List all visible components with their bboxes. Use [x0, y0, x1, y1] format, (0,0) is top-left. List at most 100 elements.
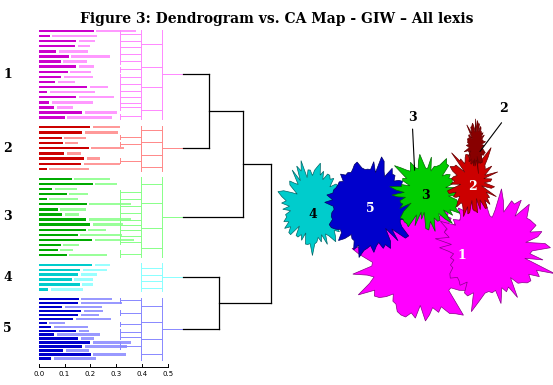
- Text: 2: 2: [499, 102, 508, 115]
- Bar: [49, 198, 78, 200]
- Bar: [39, 337, 78, 340]
- Bar: [63, 244, 80, 246]
- Bar: [39, 349, 63, 352]
- Bar: [39, 278, 71, 281]
- Bar: [59, 50, 88, 52]
- Text: 1: 1: [457, 249, 466, 263]
- Bar: [87, 157, 100, 160]
- Bar: [90, 86, 108, 88]
- Bar: [93, 353, 127, 356]
- Bar: [39, 116, 65, 119]
- Bar: [39, 131, 82, 134]
- Bar: [91, 147, 124, 149]
- Bar: [78, 45, 90, 47]
- Bar: [39, 198, 47, 200]
- Bar: [67, 116, 112, 119]
- Bar: [39, 234, 77, 236]
- Text: 0.0: 0.0: [33, 371, 44, 377]
- Bar: [39, 249, 58, 251]
- Bar: [54, 357, 96, 360]
- Bar: [76, 318, 111, 320]
- Bar: [84, 310, 103, 312]
- Bar: [60, 208, 86, 211]
- Bar: [39, 298, 79, 300]
- Bar: [64, 60, 87, 63]
- Bar: [79, 40, 95, 42]
- Text: 3: 3: [3, 211, 12, 223]
- Bar: [39, 330, 76, 332]
- Bar: [88, 229, 106, 231]
- Bar: [39, 223, 90, 226]
- Bar: [52, 101, 93, 104]
- Bar: [55, 188, 77, 190]
- Bar: [39, 310, 81, 312]
- Bar: [74, 278, 93, 281]
- Bar: [39, 50, 56, 52]
- Bar: [39, 264, 92, 266]
- Bar: [39, 229, 86, 231]
- Bar: [65, 142, 78, 144]
- Bar: [39, 86, 87, 88]
- Bar: [81, 298, 112, 300]
- Bar: [49, 168, 89, 171]
- Text: 0.3: 0.3: [111, 371, 122, 377]
- Text: 4: 4: [3, 271, 12, 284]
- Bar: [82, 283, 93, 286]
- Bar: [39, 70, 67, 73]
- Text: 0.2: 0.2: [85, 371, 96, 377]
- Bar: [39, 254, 66, 256]
- Bar: [39, 218, 86, 221]
- Text: 3: 3: [421, 189, 430, 202]
- Bar: [39, 75, 61, 78]
- Bar: [92, 341, 131, 344]
- Bar: [39, 163, 81, 165]
- Bar: [39, 314, 79, 316]
- Bar: [69, 254, 107, 256]
- Text: 5: 5: [366, 203, 375, 216]
- Polygon shape: [390, 154, 466, 231]
- Bar: [39, 193, 67, 195]
- Bar: [75, 177, 110, 180]
- Bar: [65, 306, 102, 308]
- Bar: [85, 345, 127, 348]
- Bar: [39, 126, 90, 129]
- Bar: [39, 333, 54, 336]
- Bar: [39, 101, 49, 104]
- Bar: [81, 314, 100, 316]
- Bar: [50, 91, 96, 93]
- Bar: [39, 318, 74, 320]
- Bar: [79, 65, 95, 68]
- Bar: [39, 203, 87, 206]
- Bar: [66, 152, 81, 155]
- Bar: [66, 349, 88, 352]
- Bar: [52, 35, 97, 37]
- Bar: [39, 142, 62, 144]
- Bar: [39, 96, 76, 99]
- Bar: [96, 30, 136, 32]
- Text: 2: 2: [3, 142, 12, 155]
- Bar: [93, 223, 123, 226]
- Bar: [95, 239, 134, 241]
- Bar: [39, 213, 62, 216]
- Bar: [39, 188, 53, 190]
- Bar: [39, 288, 49, 291]
- Bar: [39, 326, 51, 328]
- Bar: [64, 137, 86, 139]
- Bar: [39, 283, 80, 286]
- Bar: [39, 168, 46, 171]
- Text: 5: 5: [3, 322, 12, 335]
- Bar: [89, 203, 131, 206]
- Text: 3: 3: [408, 110, 416, 170]
- Bar: [95, 183, 117, 185]
- Text: 0.4: 0.4: [137, 371, 148, 377]
- Bar: [39, 357, 51, 360]
- Bar: [54, 326, 88, 328]
- Bar: [39, 91, 48, 93]
- Polygon shape: [325, 157, 420, 258]
- Bar: [39, 111, 82, 114]
- Bar: [39, 30, 94, 32]
- Bar: [49, 321, 65, 324]
- Bar: [39, 152, 64, 155]
- Bar: [64, 75, 93, 78]
- Text: Figure 3: Dendrogram vs. CA Map - GIW – All lexis: Figure 3: Dendrogram vs. CA Map - GIW – …: [80, 12, 473, 25]
